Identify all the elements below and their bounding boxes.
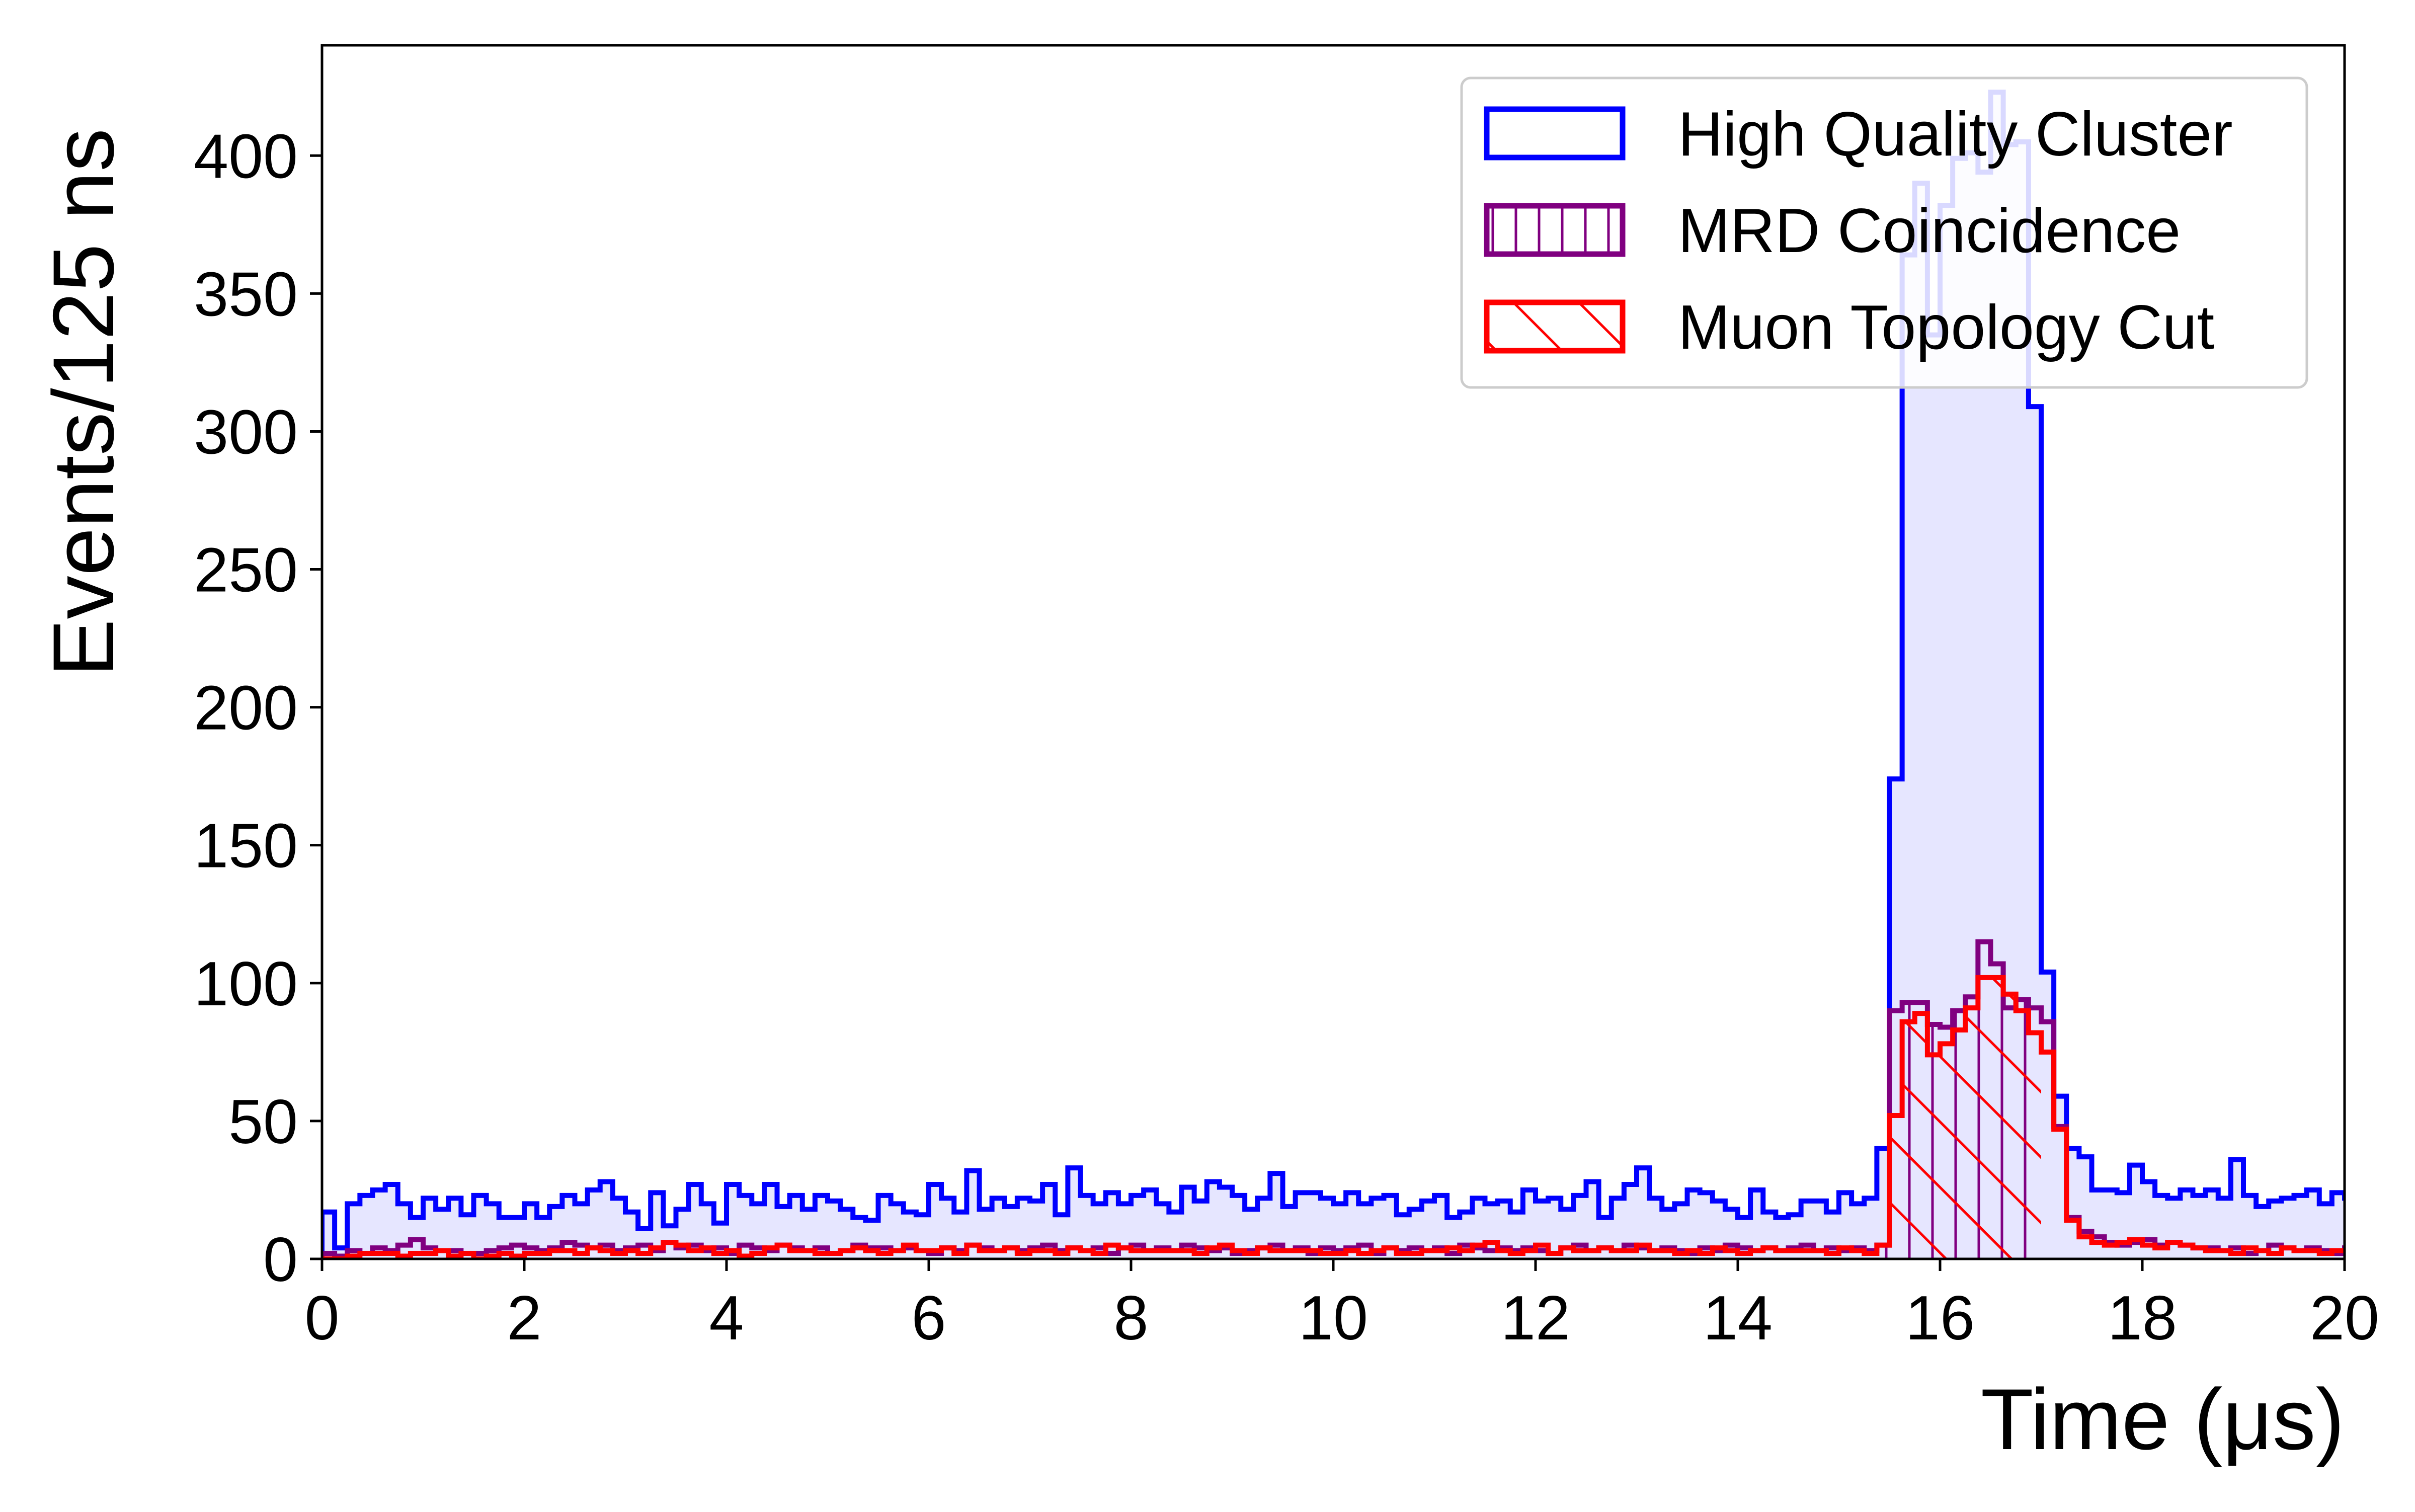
x-tick-label: 4 bbox=[709, 1284, 744, 1353]
y-tick-label: 200 bbox=[194, 674, 298, 743]
legend-label: MRD Coincidence bbox=[1678, 196, 2181, 266]
x-tick-label: 16 bbox=[1905, 1284, 1975, 1353]
y-tick-label: 400 bbox=[194, 122, 298, 191]
x-tick-label: 12 bbox=[1501, 1284, 1570, 1353]
x-tick-label: 18 bbox=[2108, 1284, 2177, 1353]
y-tick-label: 300 bbox=[194, 397, 298, 467]
x-tick-label: 10 bbox=[1299, 1284, 1368, 1353]
legend-label: High Quality Cluster bbox=[1678, 100, 2233, 169]
x-tick-label: 6 bbox=[912, 1284, 946, 1353]
y-axis-title: Events/125 ns bbox=[35, 128, 132, 677]
y-tick-label: 150 bbox=[194, 812, 298, 881]
y-tick-label: 50 bbox=[228, 1087, 298, 1157]
x-tick-label: 2 bbox=[507, 1284, 542, 1353]
legend-swatch bbox=[1484, 203, 1626, 257]
legend-swatch bbox=[1484, 299, 1626, 354]
legend-label: Muon Topology Cut bbox=[1678, 293, 2214, 362]
legend: High Quality Cluster MRD Coincidence Muon … bbox=[1460, 76, 2308, 389]
series-step-line bbox=[322, 975, 2345, 1259]
series-step-line bbox=[322, 90, 2345, 1259]
x-tick-label: 8 bbox=[1114, 1284, 1149, 1353]
x-tick-label: 14 bbox=[1703, 1284, 1773, 1353]
legend-swatch bbox=[1484, 106, 1626, 161]
y-axis: 0 50 100 150 200 250 300 350 400 bbox=[194, 122, 322, 1295]
y-tick-label: 350 bbox=[194, 260, 298, 329]
legend-item: High Quality Cluster bbox=[1484, 100, 2233, 169]
series-high-quality-cluster bbox=[322, 90, 2345, 1259]
legend-item: MRD Coincidence bbox=[1484, 196, 2181, 266]
series-layer bbox=[322, 90, 2345, 1259]
x-tick-label: 20 bbox=[2310, 1284, 2379, 1353]
legend-frame bbox=[1460, 76, 2308, 389]
x-axis-title: Time (μs) bbox=[1981, 1371, 2345, 1468]
series-fill bbox=[322, 92, 2345, 1259]
y-tick-label: 250 bbox=[194, 536, 298, 605]
x-tick-label: 0 bbox=[305, 1284, 340, 1353]
y-tick-label: 0 bbox=[263, 1225, 298, 1295]
x-axis: 0 2 4 6 8 10 12 14 16 18 20 bbox=[305, 1259, 2379, 1353]
legend-item: Muon Topology Cut bbox=[1484, 293, 2214, 362]
series-muon-topology-cut bbox=[322, 975, 2345, 1259]
y-tick-label: 100 bbox=[194, 949, 298, 1019]
